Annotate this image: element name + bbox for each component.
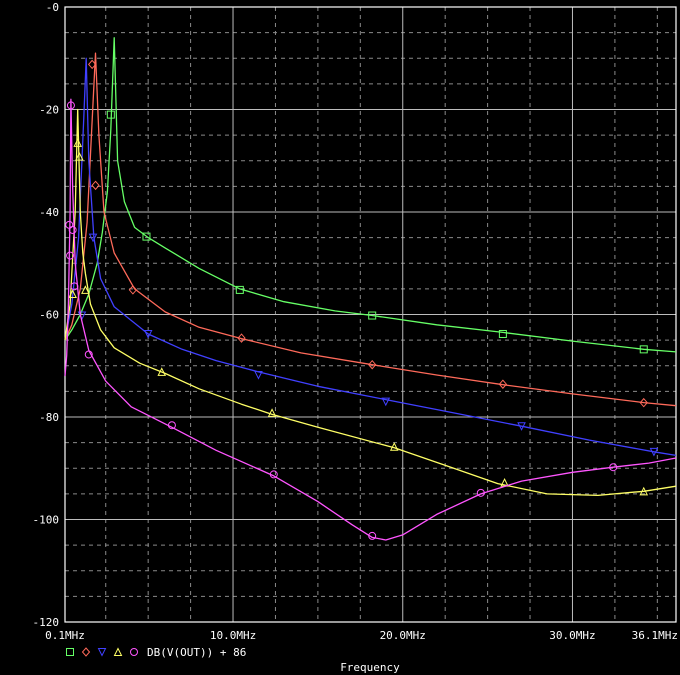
- data-point-marker: [368, 359, 377, 370]
- data-point-marker: [88, 233, 98, 243]
- data-point-marker: [368, 531, 377, 540]
- y-tick-label: -100: [33, 514, 60, 527]
- series-5: [64, 98, 677, 541]
- y-tick-label: -40: [39, 206, 59, 219]
- data-point-marker: [73, 138, 83, 147]
- series-line: [64, 108, 677, 497]
- series-1: [64, 37, 677, 354]
- x-axis-label: Frequency: [340, 661, 400, 674]
- data-point-marker: [639, 486, 649, 496]
- data-point-marker: [269, 470, 278, 479]
- data-point-marker: [368, 311, 377, 320]
- y-tick-label: -0: [46, 1, 59, 14]
- data-point-marker: [235, 285, 244, 294]
- series-4: [64, 108, 677, 497]
- data-point-marker: [75, 152, 84, 161]
- data-point-marker: [70, 282, 79, 291]
- legend-marker: [113, 647, 123, 656]
- data-point-marker: [609, 463, 618, 472]
- data-point-marker: [254, 370, 263, 380]
- series-line: [64, 57, 677, 457]
- data-point-marker: [66, 101, 75, 110]
- y-tick-label: -80: [39, 411, 59, 424]
- data-point-marker: [142, 232, 151, 241]
- legend-marker: [66, 648, 74, 656]
- series-line: [64, 37, 677, 353]
- legend-marker: [97, 648, 107, 657]
- data-point-marker: [639, 345, 648, 354]
- y-tick-label: -20: [39, 104, 59, 117]
- legend-markers: [66, 647, 138, 657]
- data-point-marker: [157, 367, 167, 376]
- data-point-marker: [68, 289, 77, 298]
- data-point-marker: [143, 329, 153, 339]
- x-tick-label: 20.0MHz: [380, 629, 426, 642]
- data-point-marker: [81, 285, 90, 294]
- data-point-marker: [498, 329, 507, 338]
- data-point-marker: [87, 59, 97, 70]
- y-tick-label: -60: [39, 309, 59, 322]
- data-point-marker: [639, 397, 648, 408]
- legend-marker: [81, 647, 91, 657]
- data-point-marker: [66, 251, 75, 260]
- data-point-marker: [381, 397, 391, 407]
- data-point-marker: [128, 285, 138, 295]
- data-point-marker: [267, 408, 277, 417]
- legend-marker: [130, 648, 138, 656]
- data-point-marker: [68, 225, 77, 234]
- y-tick-label: -120: [33, 616, 60, 629]
- data-point-marker: [389, 442, 399, 451]
- data-point-marker: [649, 447, 659, 457]
- grid: [64, 6, 677, 623]
- series-layer: [64, 37, 677, 541]
- data-point-marker: [476, 488, 485, 497]
- plot-frame: [64, 6, 677, 623]
- x-tick-label: 36.1MHz: [632, 629, 678, 642]
- data-point-marker: [84, 350, 93, 359]
- data-point-marker: [106, 110, 115, 119]
- series-3: [64, 57, 677, 457]
- data-point-marker: [498, 379, 508, 389]
- data-point-marker: [91, 180, 100, 191]
- series-2: [64, 52, 677, 408]
- x-tick-label: 30.0MHz: [549, 629, 595, 642]
- data-point-marker: [167, 421, 176, 430]
- data-point-marker: [517, 422, 526, 431]
- series-line: [64, 98, 677, 541]
- x-tick-label: 0.1MHz: [45, 629, 85, 642]
- legend-text: DB(V(OUT)) + 86: [147, 646, 246, 659]
- x-tick-label: 10.0MHz: [210, 629, 256, 642]
- series-line: [64, 52, 677, 407]
- data-point-marker: [237, 333, 246, 343]
- legend: DB(V(OUT)) + 86: [66, 646, 246, 659]
